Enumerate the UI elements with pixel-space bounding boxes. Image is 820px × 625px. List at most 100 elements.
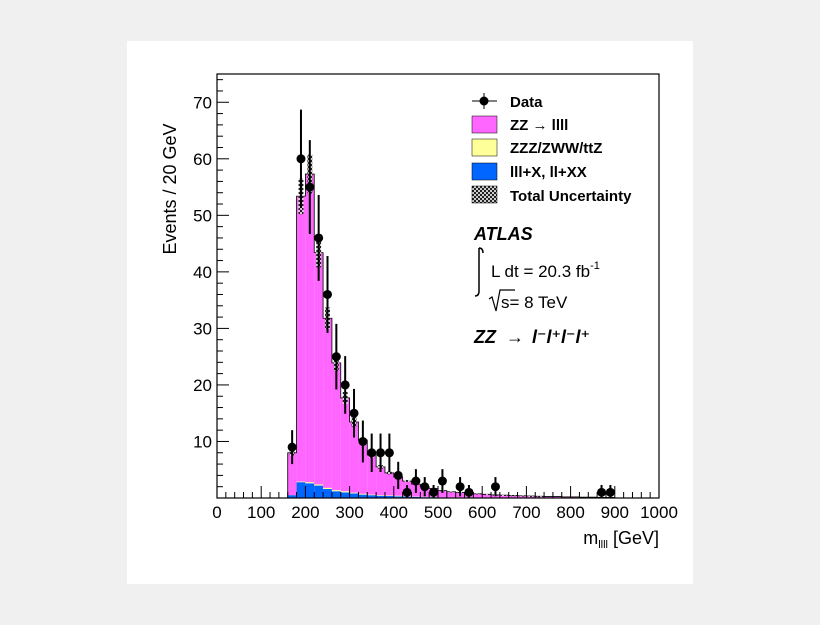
- data-point-21: [597, 487, 607, 497]
- bar-zz-llll-17: [438, 490, 447, 498]
- bar-lll-x-ll-xx-6: [340, 492, 350, 498]
- bar-zz-llll-22: [482, 494, 492, 498]
- bar-zz-llll-7: [349, 421, 359, 493]
- bar-zzz-zww-ttz-6: [340, 491, 350, 493]
- legend-marker-data: [479, 96, 489, 106]
- bar-zzz-zww-ttz-8: [358, 493, 368, 495]
- legend-item-zz-llll: ZZ → llll: [471, 115, 568, 134]
- x-tick-label-600: 600: [468, 503, 496, 522]
- bar-lll-x-ll-xx-12: [393, 496, 403, 498]
- data-point-13: [402, 487, 412, 497]
- x-tick-label-500: 500: [424, 503, 452, 522]
- x-tick-label-0: 0: [212, 503, 221, 522]
- bar-zzz-zww-ttz-5: [331, 490, 341, 492]
- y-tick-label-60: 60: [193, 150, 212, 169]
- data-point-22: [605, 487, 615, 497]
- y-tick-label-10: 10: [193, 432, 212, 451]
- data-point-19: [464, 487, 474, 497]
- bar-zz-llll-11: [384, 472, 394, 496]
- uncertainty-band-25: [510, 495, 516, 497]
- bar-lll-x-ll-xx-11: [384, 496, 394, 498]
- bar-lll-x-ll-xx-3: [314, 485, 324, 498]
- histogram-chart: 0 100 200 300 400 500 600 700 800 900 1000 10 20 30 4…: [160, 73, 678, 551]
- bar-zz-llll-8: [358, 440, 368, 494]
- bar-lll-x-ll-xx-1: [296, 482, 306, 498]
- legend-item-zzz-zww-ttz: ZZZ/ZWW/ttZ: [471, 138, 602, 157]
- data-point-20: [490, 482, 500, 492]
- x-tick-label-700: 700: [512, 503, 540, 522]
- uncertainty-band-13: [404, 480, 410, 483]
- legend-item-lll-x: lll+X, ll+XX: [471, 162, 587, 181]
- bar-lll-x-ll-xx-5: [331, 491, 341, 498]
- data-point-8: [358, 436, 368, 446]
- plot-frame: [216, 73, 660, 499]
- y-tick-label-40: 40: [193, 263, 212, 282]
- bar-zzz-zww-ttz-10: [376, 495, 385, 496]
- x-tick-label-400: 400: [380, 503, 408, 522]
- data-point-18: [455, 482, 465, 492]
- bar-zz-llll-6: [340, 397, 350, 492]
- y-axis-title: Events / 20 GeV: [160, 123, 180, 254]
- y-tick-label-30: 30: [193, 319, 212, 338]
- data-point-16: [429, 487, 439, 497]
- bar-zz-llll-9: [367, 455, 377, 495]
- bar-lll-x-ll-xx-7: [349, 493, 359, 498]
- bar-zz-llll-0: [287, 452, 297, 496]
- channel-label: ZZ → l⁻l⁺l⁻l⁺: [473, 327, 590, 347]
- y-tick-label-20: 20: [193, 376, 212, 395]
- data-point-1: [296, 154, 306, 164]
- data-point-14: [411, 476, 421, 486]
- uncertainty-band-18: [448, 491, 454, 493]
- energy-label: s= 8 TeV: [501, 293, 568, 312]
- legend: Data ZZ → llll ZZZ/ZWW/ttZ lll+X, ll+XX …: [471, 93, 632, 205]
- bar-zzz-zww-ttz-4: [323, 487, 332, 489]
- bar-zz-llll-2: [305, 174, 315, 483]
- bar-zzz-zww-ttz-2: [305, 482, 315, 484]
- data-point-3: [314, 233, 324, 243]
- bar-zz-llll-21: [473, 493, 483, 498]
- luminosity-label: L dt = 20.3 fb-1: [491, 260, 600, 281]
- sqrt-sign: [488, 289, 515, 312]
- data-point-11: [384, 448, 394, 458]
- legend-item-data: Data: [472, 93, 543, 111]
- bar-lll-x-ll-xx-2: [305, 483, 315, 498]
- x-tick-label-800: 800: [556, 503, 584, 522]
- bar-zz-llll-30: [552, 496, 562, 498]
- bar-zz-llll-29: [544, 496, 553, 498]
- bar-zz-llll-3: [314, 252, 324, 485]
- legend-label-zzz-zww-ttz: ZZZ/ZWW/ttZ: [510, 140, 602, 157]
- x-axis-title: mllll [GeV]: [583, 528, 659, 551]
- data-point-7: [349, 408, 359, 418]
- legend-swatch-zz-llll: [471, 115, 498, 134]
- bar-zzz-zww-ttz-9: [367, 494, 377, 496]
- bar-zz-llll-5: [331, 362, 341, 491]
- uncertainty-band-27: [528, 495, 534, 497]
- x-tick-label-900: 900: [601, 503, 629, 522]
- data-point-0: [287, 442, 297, 452]
- bar-lll-x-ll-xx-4: [323, 488, 332, 498]
- bar-lll-x-ll-xx-9: [367, 495, 377, 498]
- uncertainty-band-24: [501, 495, 507, 497]
- legend-label-lll-x: lll+X, ll+XX: [510, 164, 587, 181]
- data-point-4: [323, 289, 332, 299]
- uncertainty-band-28: [537, 496, 543, 498]
- data-point-17: [437, 476, 447, 486]
- x-tick-label-300: 300: [335, 503, 363, 522]
- x-tick-label-100: 100: [247, 503, 275, 522]
- bar-zzz-zww-ttz-1: [296, 481, 306, 483]
- bar-zz-llll-1: [296, 196, 306, 482]
- bar-zz-llll-24: [499, 495, 509, 498]
- legend-label-data: Data: [510, 94, 543, 111]
- bar-lll-x-ll-xx-0: [287, 495, 297, 498]
- bar-zzz-zww-ttz-7: [349, 492, 359, 494]
- x-tick-label-200: 200: [291, 503, 319, 522]
- bar-zz-llll-4: [323, 318, 332, 488]
- y-tick-label-50: 50: [193, 206, 212, 225]
- data-point-9: [367, 448, 377, 458]
- data-point-2: [305, 182, 315, 192]
- bar-zz-llll-25: [508, 495, 518, 498]
- legend-label-zz-llll: ZZ → llll: [510, 117, 568, 134]
- atlas-label: ATLAS: [473, 224, 533, 244]
- legend-swatch-total-uncertainty: [471, 185, 498, 204]
- data-point-10: [376, 448, 386, 458]
